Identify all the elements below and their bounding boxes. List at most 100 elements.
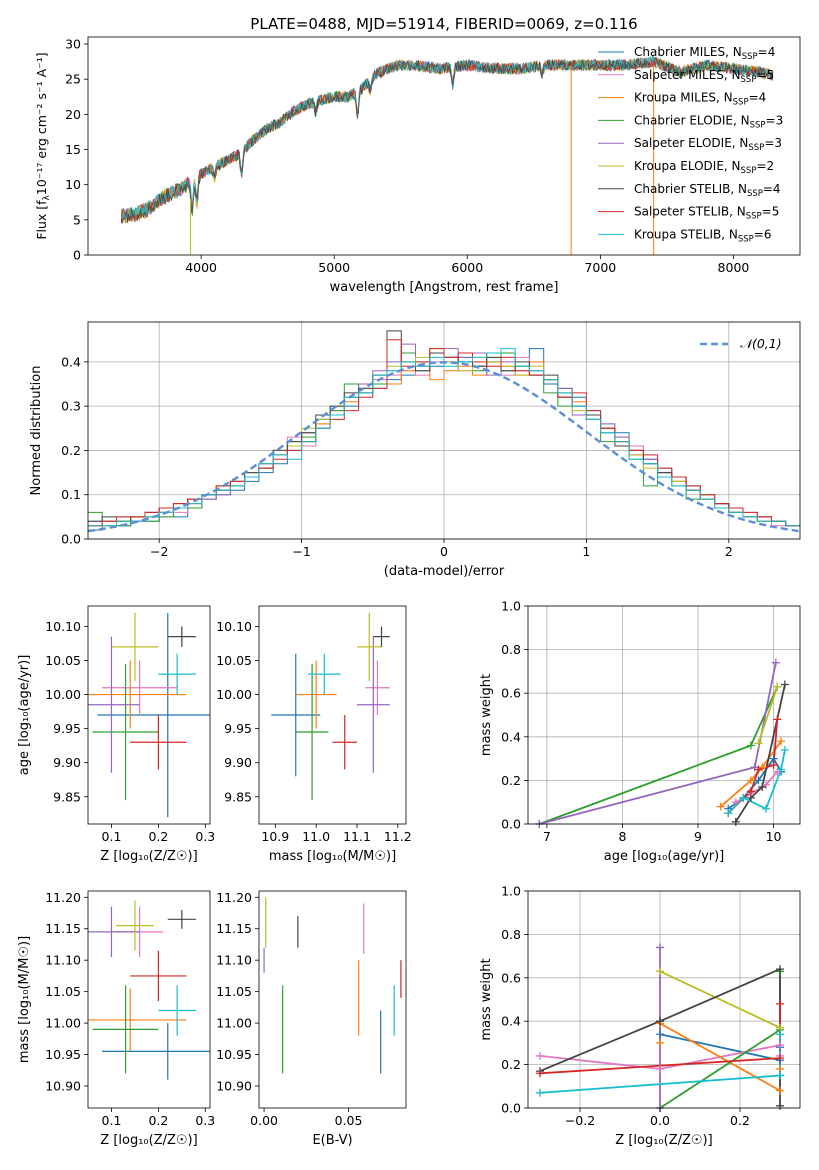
y-tick-label: 15	[65, 142, 81, 157]
panel-3: 10.9 11.0 11.1 11.2 9.85 9.90 9.95 10.00 10.05 10…	[216, 605, 412, 864]
x-tick-label: 11.1	[343, 829, 371, 844]
data-point	[656, 1017, 664, 1026]
x-tick-label: 2	[725, 544, 733, 559]
data-point	[776, 1054, 784, 1063]
data-point	[746, 787, 755, 796]
x-tick-label: −1	[292, 544, 310, 559]
y-tick-label: 5	[73, 212, 81, 227]
y-tick-label: 0.3	[61, 399, 81, 414]
x-tick-label: 0.1	[102, 1113, 122, 1128]
y-tick-label: 0.6	[501, 686, 521, 701]
y-tick-label: 11.00	[216, 1016, 252, 1031]
mass-weight-line	[735, 684, 786, 823]
y-tick-label: 10.05	[45, 653, 81, 668]
y-tick-label: 0.0	[61, 532, 81, 547]
y-tick-label: 0.1	[61, 487, 81, 502]
x-tick-label: 7000	[584, 260, 616, 275]
y-tick-label: 11.10	[45, 953, 81, 968]
axes-frame	[87, 605, 211, 825]
y-tick-label: 0	[73, 248, 81, 263]
y-tick-label: 10.90	[216, 1078, 252, 1093]
y-tick-label: 11.10	[216, 953, 252, 968]
y-tick-label: 0.2	[61, 443, 81, 458]
y-tick-label: 11.15	[216, 921, 252, 936]
x-tick-label: 0.1	[102, 829, 122, 844]
panel-7: −0.2 0.0 0.2 0.0 0.2 0.4 0.6 0.8 1.0 Z [log₁₀(Z/Z…	[479, 884, 801, 1148]
legend-label: Chabrier MILES, NSSP=4	[634, 45, 775, 62]
data-point	[754, 765, 763, 774]
data-point	[776, 999, 784, 1008]
legend-label: Salpeter STELIB, NSSP=5	[634, 205, 779, 222]
plot-area	[88, 900, 210, 1080]
y-tick-label: 11.05	[216, 984, 252, 999]
x-axis-label: Z [log₁₀(Z/Z☉)]	[615, 1133, 712, 1148]
data-point	[731, 798, 740, 807]
axes-frame	[87, 36, 801, 256]
data-point	[762, 804, 770, 813]
y-tick-label: 0.8	[501, 927, 521, 942]
y-tick-label: 0.8	[501, 642, 521, 657]
plot-area	[120, 55, 774, 255]
y-tick-label: 0.2	[501, 1057, 521, 1072]
x-axis-label: (data-model)/error	[384, 564, 505, 579]
figure-title: PLATE=0488, MJD=51914, FIBERID=0069, z=0…	[250, 15, 637, 33]
data-point	[536, 1088, 544, 1097]
data-point	[777, 737, 786, 746]
legend-label: Chabrier ELODIE, NSSP=3	[634, 113, 783, 130]
data-point	[739, 793, 748, 802]
y-tick-label: 11.05	[45, 984, 81, 999]
y-tick-label: 10.95	[45, 1047, 81, 1062]
y-tick-label: 11.15	[45, 921, 81, 936]
data-point	[656, 943, 664, 952]
data-point	[776, 1086, 784, 1095]
mass-weight-line	[659, 970, 781, 1029]
x-tick-label: 9	[694, 829, 702, 844]
data-point	[776, 965, 784, 974]
plot-area	[88, 330, 800, 533]
x-axis-label: wavelength [Angstrom, rest frame]	[330, 280, 559, 295]
y-tick-label: 10	[65, 177, 81, 192]
panel-1: −2 −1 0 1 2 0.0 0.1 0.2 0.3 0.4 (data-model)/error…	[29, 321, 801, 579]
panel-0: 4000 5000 6000 7000 8000 0 5 10 15 20 25 30 waveleng…	[34, 36, 801, 295]
spectrum-line	[120, 57, 774, 224]
legend-label: Kroupa ELODIE, NSSP=2	[634, 159, 774, 176]
legend-label: Salpeter MILES, NSSP=5	[634, 68, 774, 85]
y-tick-label: 0.2	[501, 773, 521, 788]
data-point	[777, 765, 786, 774]
x-tick-label: 0.2	[148, 829, 168, 844]
data-point	[776, 1030, 784, 1039]
legend: Chabrier MILES, NSSP=4 Salpeter MILES, NS…	[598, 45, 783, 244]
y-tick-label: 11.00	[45, 1016, 81, 1031]
y-axis-label: Normed distribution	[29, 366, 44, 496]
x-tick-label: 4000	[185, 260, 217, 275]
y-tick-label: 9.95	[53, 721, 81, 736]
x-tick-label: 8	[618, 829, 626, 844]
y-tick-label: 0.4	[501, 1014, 521, 1029]
data-point	[536, 1069, 544, 1078]
y-tick-label: 9.85	[224, 789, 252, 804]
plot-area	[88, 612, 210, 818]
x-tick-label: 8000	[718, 260, 750, 275]
data-point	[656, 967, 664, 976]
data-point	[716, 802, 725, 811]
data-point	[724, 809, 733, 818]
x-axis-label: E(B-V)	[312, 1133, 352, 1148]
y-tick-label: 0.4	[61, 354, 81, 369]
x-tick-label: 0.0	[650, 1113, 670, 1128]
data-point	[776, 1041, 784, 1050]
x-tick-label: 11.0	[302, 829, 330, 844]
y-tick-label: 1.0	[501, 884, 521, 899]
data-point	[731, 817, 740, 826]
y-axis-label: age [log₁₀(age/yr)]	[17, 655, 32, 776]
data-point	[776, 1101, 784, 1110]
y-axis-label: Flux [fλ10⁻¹⁷ erg cm⁻² s⁻¹ A⁻¹]	[34, 52, 52, 239]
data-point	[754, 739, 763, 748]
y-tick-label: 10.10	[45, 619, 81, 634]
y-tick-label: 10.10	[216, 619, 252, 634]
y-tick-label: 0.0	[501, 1101, 521, 1116]
y-tick-label: 25	[65, 72, 81, 87]
x-tick-label: 10	[766, 829, 782, 844]
data-point	[754, 776, 763, 785]
y-tick-label: 9.90	[224, 755, 252, 770]
x-tick-label: −2	[150, 544, 168, 559]
